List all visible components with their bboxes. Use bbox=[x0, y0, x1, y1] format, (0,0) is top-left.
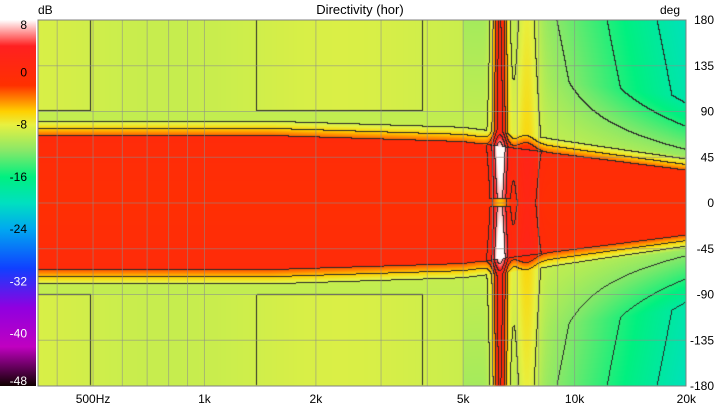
colorbar-tick-label: -24 bbox=[10, 222, 28, 236]
y-tick-label: 135 bbox=[694, 59, 714, 73]
chart-title: Directivity (hor) bbox=[316, 2, 403, 17]
x-axis: 500Hz 1k 2k 5k 10k 20k bbox=[76, 392, 697, 406]
y-tick-label: 45 bbox=[701, 150, 715, 164]
x-tick-label: 5k bbox=[457, 392, 471, 405]
y-axis: 180 135 90 45 0 -45 -90 -135 -180 bbox=[690, 13, 714, 393]
y-tick-label: 180 bbox=[694, 13, 714, 27]
y-tick-label: 90 bbox=[701, 105, 715, 119]
colorbar-tick-label: -32 bbox=[10, 274, 28, 288]
plot-area bbox=[37, 19, 687, 387]
x-tick-label: 2k bbox=[310, 392, 324, 405]
colorbar-tick-label: -48 bbox=[10, 374, 28, 388]
y-tick-label: -135 bbox=[690, 333, 714, 347]
x-tick-label: 10k bbox=[565, 392, 585, 405]
colorbar-tick-label: 0 bbox=[20, 65, 27, 79]
y-tick-label: -45 bbox=[697, 242, 715, 256]
x-tick-label: 500Hz bbox=[76, 392, 111, 405]
colorbar-tick-label: -40 bbox=[10, 327, 28, 341]
colorbar-tick-label: -16 bbox=[10, 170, 28, 184]
x-tick-label: 1k bbox=[198, 392, 212, 405]
y-tick-label: -90 bbox=[697, 288, 715, 302]
y-tick-label: 0 bbox=[707, 196, 714, 210]
colorbar: 8 0 -8 -16 -24 -32 -40 -48 dB bbox=[0, 3, 53, 388]
colorbar-tick-label: -8 bbox=[16, 118, 27, 132]
x-tick-label: 20k bbox=[677, 392, 697, 405]
colorbar-fill bbox=[0, 20, 36, 386]
y-tick-label: -180 bbox=[690, 379, 714, 393]
colorbar-tick-label: 8 bbox=[20, 18, 27, 32]
colorbar-unit-label: dB bbox=[38, 3, 53, 17]
y-axis-unit-label: deg bbox=[660, 3, 680, 17]
